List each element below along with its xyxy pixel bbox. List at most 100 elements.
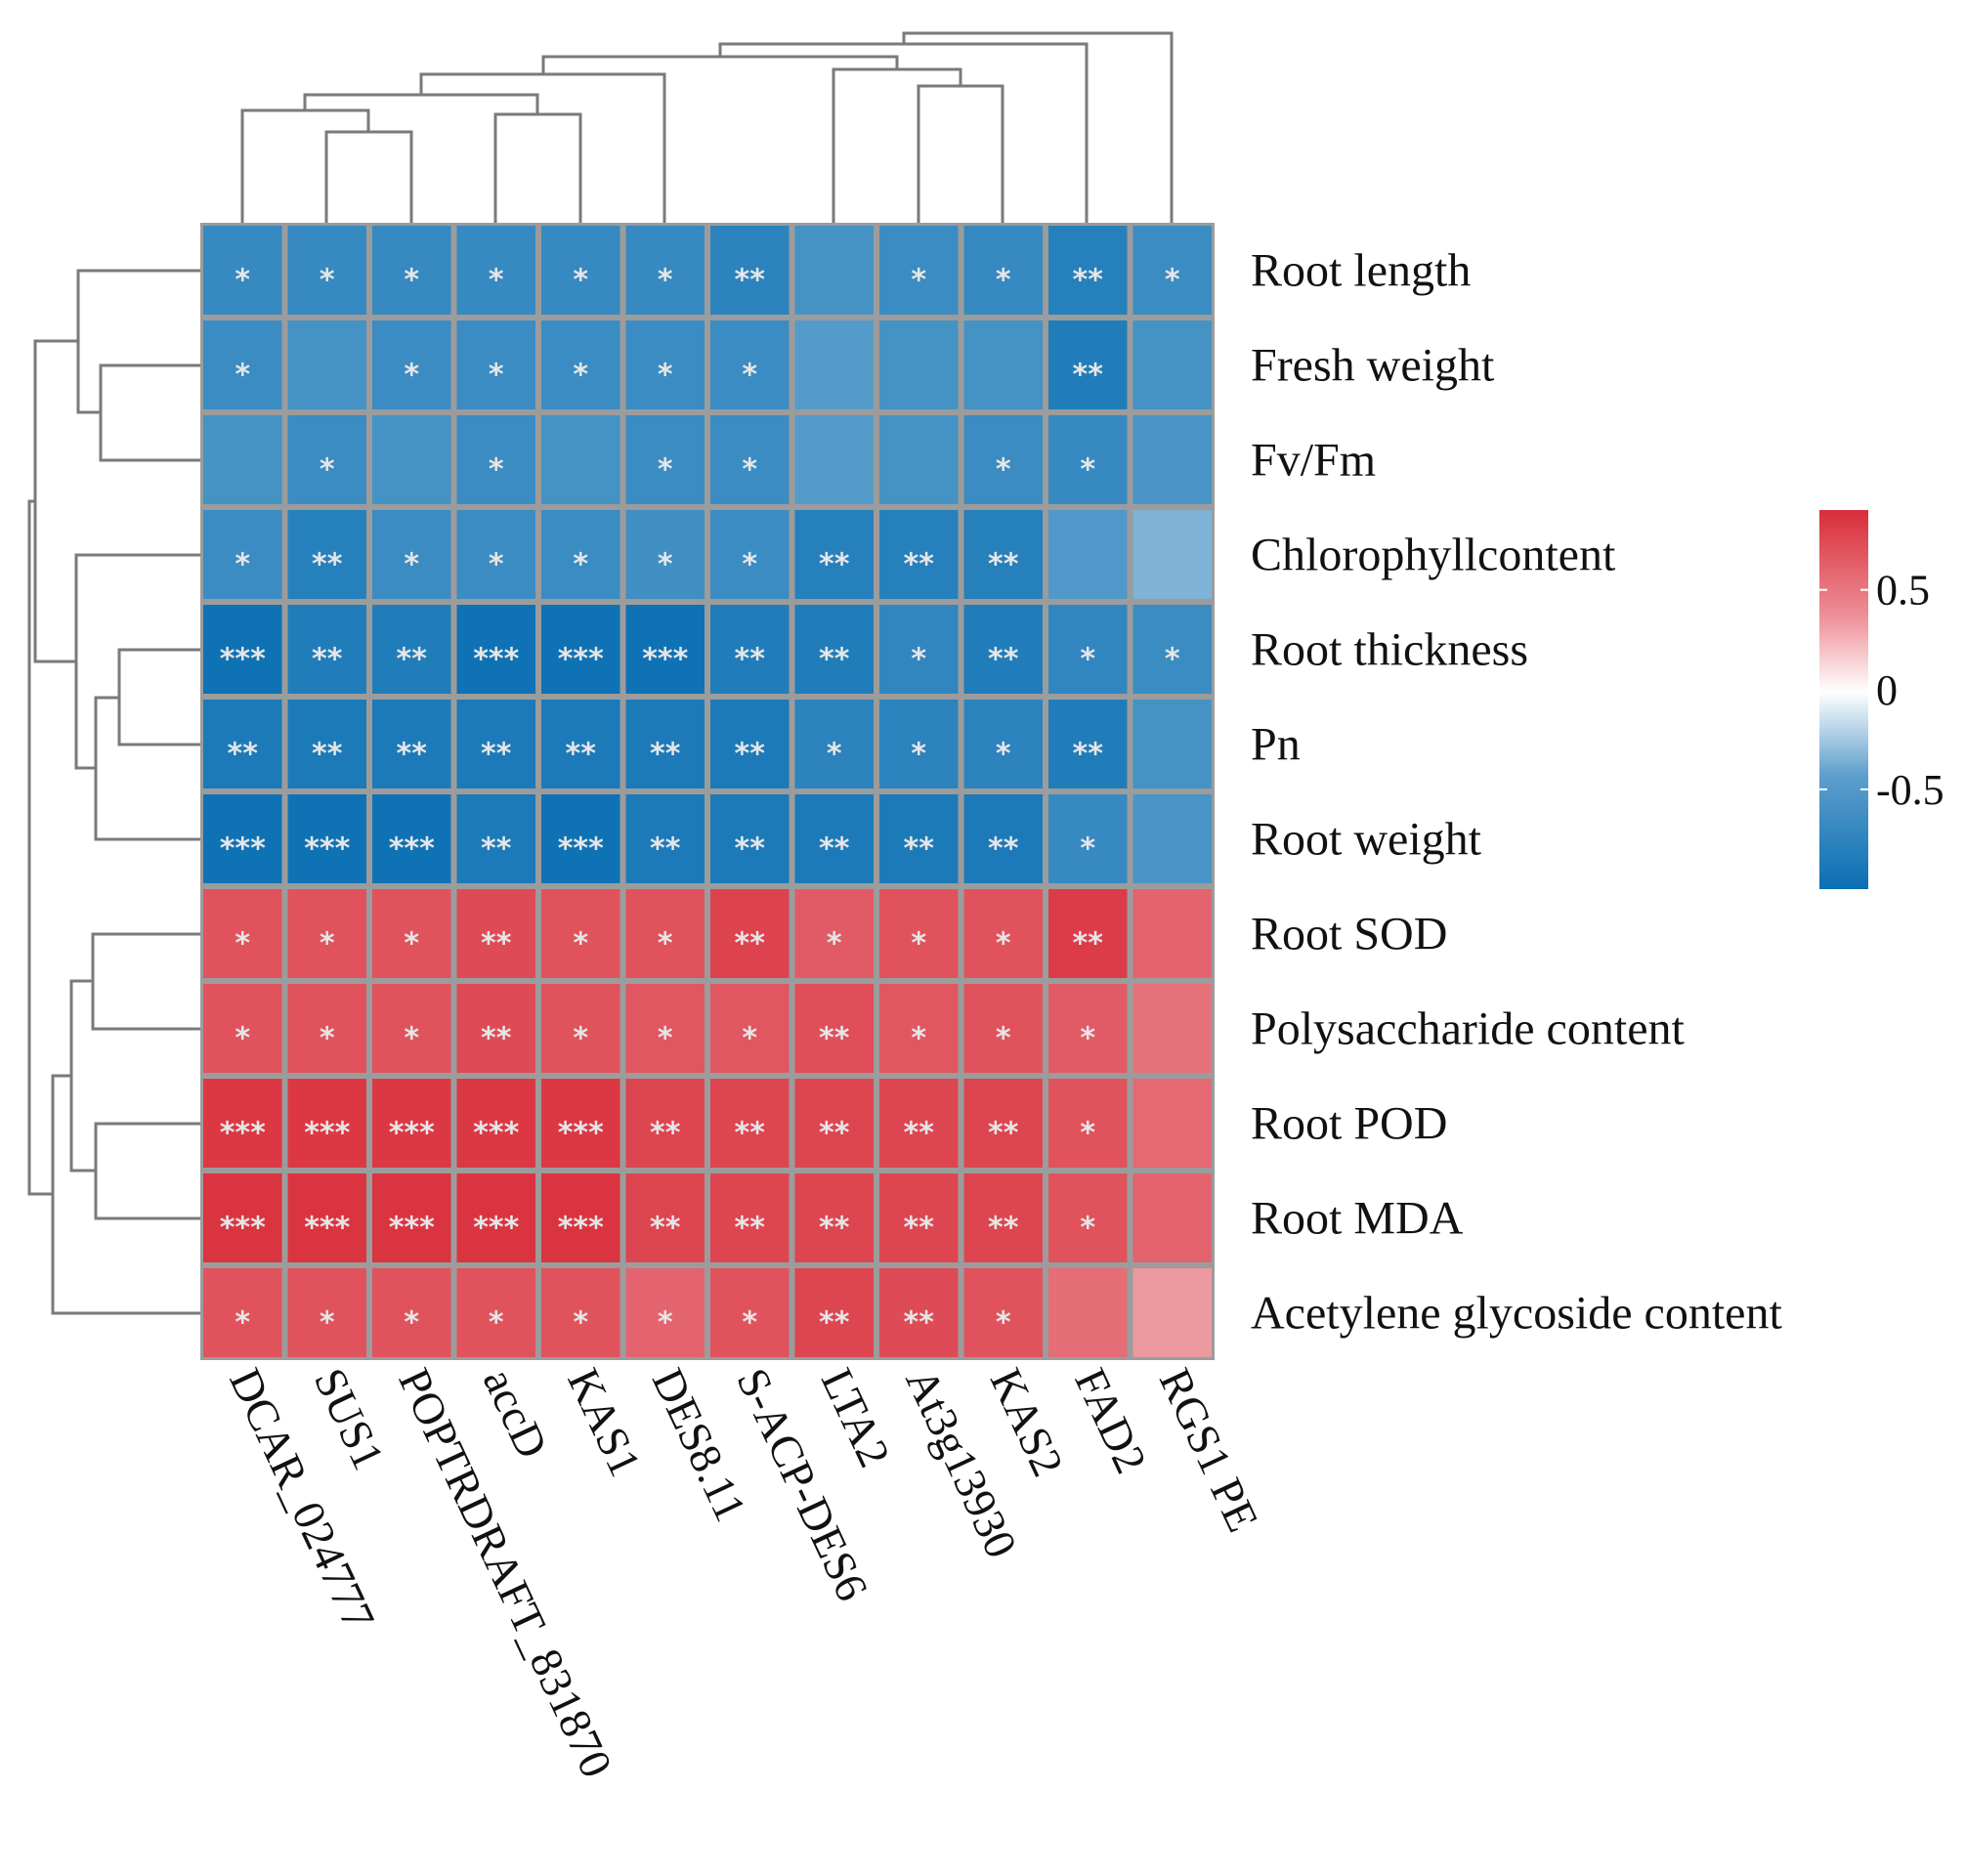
heatmap-cell — [879, 510, 959, 599]
heatmap-cell — [710, 794, 790, 883]
heatmap-cell — [794, 794, 874, 883]
colorbar-tick-label: -0.5 — [1876, 766, 1944, 814]
significance-label: * — [320, 1022, 335, 1056]
significance-label: ** — [988, 832, 1019, 867]
significance-label: ** — [819, 1306, 850, 1341]
heatmap-cell — [203, 415, 282, 504]
significance-label: ** — [819, 643, 850, 677]
heatmap-cell — [203, 1079, 282, 1168]
significance-label: ** — [566, 738, 597, 772]
column-label: accD — [474, 1361, 558, 1466]
significance-label: * — [404, 264, 419, 298]
significance-label: ** — [904, 1306, 935, 1341]
column-dendrogram — [240, 31, 1174, 223]
significance-label: * — [1080, 832, 1095, 867]
heatmap-cell — [541, 605, 620, 694]
heatmap-cell — [625, 889, 705, 978]
significance-label: ** — [397, 643, 428, 677]
significance-label: * — [404, 359, 419, 393]
heatmap-cell — [372, 415, 451, 504]
heatmap-cell — [963, 605, 1043, 694]
significance-label: *** — [558, 1117, 604, 1151]
significance-label: ** — [650, 832, 681, 867]
significance-label: *** — [642, 643, 688, 677]
heatmap-border — [200, 223, 1215, 1360]
heatmap-cell — [287, 415, 366, 504]
heatmap-cell — [203, 320, 282, 409]
significance-label: * — [827, 927, 842, 961]
heatmap-cell — [963, 320, 1043, 409]
heatmap-cell — [710, 1268, 790, 1357]
heatmap-cell — [879, 415, 959, 504]
heatmap-cell — [710, 510, 790, 599]
row-labels: Root length Fresh weight Fv/Fm Chlorophyllc… — [1251, 245, 1782, 1340]
colorbar-tick-label: 0 — [1876, 666, 1898, 714]
significance-label: *** — [558, 832, 604, 867]
heatmap-cell — [203, 794, 282, 883]
significance-label: ** — [735, 832, 766, 867]
significance-label: * — [489, 453, 504, 488]
significance-label: ** — [819, 1022, 850, 1056]
heatmap-cell — [963, 510, 1043, 599]
significance-label: * — [996, 738, 1011, 772]
row-label: Root thickness — [1251, 624, 1528, 676]
heatmap-cell — [372, 320, 451, 409]
heatmap-cell — [372, 226, 451, 315]
heatmap-cell — [203, 510, 282, 599]
significance-label: ** — [1073, 927, 1104, 961]
significance-label: * — [742, 453, 757, 488]
heatmap-cell — [625, 984, 705, 1073]
heatmap-cell — [1132, 320, 1212, 409]
significance-label: *** — [473, 1212, 519, 1246]
significance-label: ** — [819, 1212, 850, 1246]
significance-label: * — [996, 264, 1011, 298]
heatmap-cell — [794, 226, 874, 315]
heatmap-cell — [879, 605, 959, 694]
significance-label: ** — [481, 927, 512, 961]
heatmap-cell — [963, 1268, 1043, 1357]
heatmap-cell — [625, 1079, 705, 1168]
heatmap-cell — [287, 1173, 366, 1262]
significance-label: * — [996, 453, 1011, 488]
significance-label: ** — [1073, 359, 1104, 393]
heatmap-cell — [879, 889, 959, 978]
heatmap-cell — [710, 415, 790, 504]
heatmap-cell — [1132, 1173, 1212, 1262]
significance-label: * — [573, 1306, 588, 1341]
significance-label: * — [1165, 643, 1180, 677]
row-label: Root MDA — [1251, 1193, 1464, 1245]
heatmap-cell — [541, 1079, 620, 1168]
heatmap-cell — [625, 415, 705, 504]
significance-label: *** — [558, 643, 604, 677]
heatmap-cell — [1048, 794, 1128, 883]
significance-label: *** — [220, 832, 266, 867]
significance-label: * — [742, 548, 757, 582]
heatmap-cell — [372, 605, 451, 694]
heatmap-cell — [963, 984, 1043, 1073]
significance-label: * — [996, 927, 1011, 961]
heatmap-cell — [710, 605, 790, 694]
significance-label: * — [573, 1022, 588, 1056]
heatmap-cell — [625, 1268, 705, 1357]
significance-label: * — [404, 548, 419, 582]
significance-label: * — [742, 1022, 757, 1056]
heatmap-cell — [456, 510, 535, 599]
row-label: Root length — [1251, 245, 1471, 297]
significance-label: * — [658, 359, 673, 393]
heatmap-cell — [625, 226, 705, 315]
heatmap-cell — [203, 984, 282, 1073]
heatmap-cell — [541, 1173, 620, 1262]
significance-label: * — [320, 927, 335, 961]
significance-label: ** — [735, 1212, 766, 1246]
significance-label: * — [573, 359, 588, 393]
heatmap-cell — [456, 794, 535, 883]
heatmap-cell — [1048, 700, 1128, 789]
significance-label: ** — [481, 738, 512, 772]
heatmap-cell — [456, 700, 535, 789]
heatmap-cell — [203, 700, 282, 789]
heatmap-cell — [879, 794, 959, 883]
significance-label: * — [827, 738, 842, 772]
heatmap-cell — [879, 1268, 959, 1357]
heatmap-cell — [372, 1079, 451, 1168]
heatmap-cell — [456, 226, 535, 315]
